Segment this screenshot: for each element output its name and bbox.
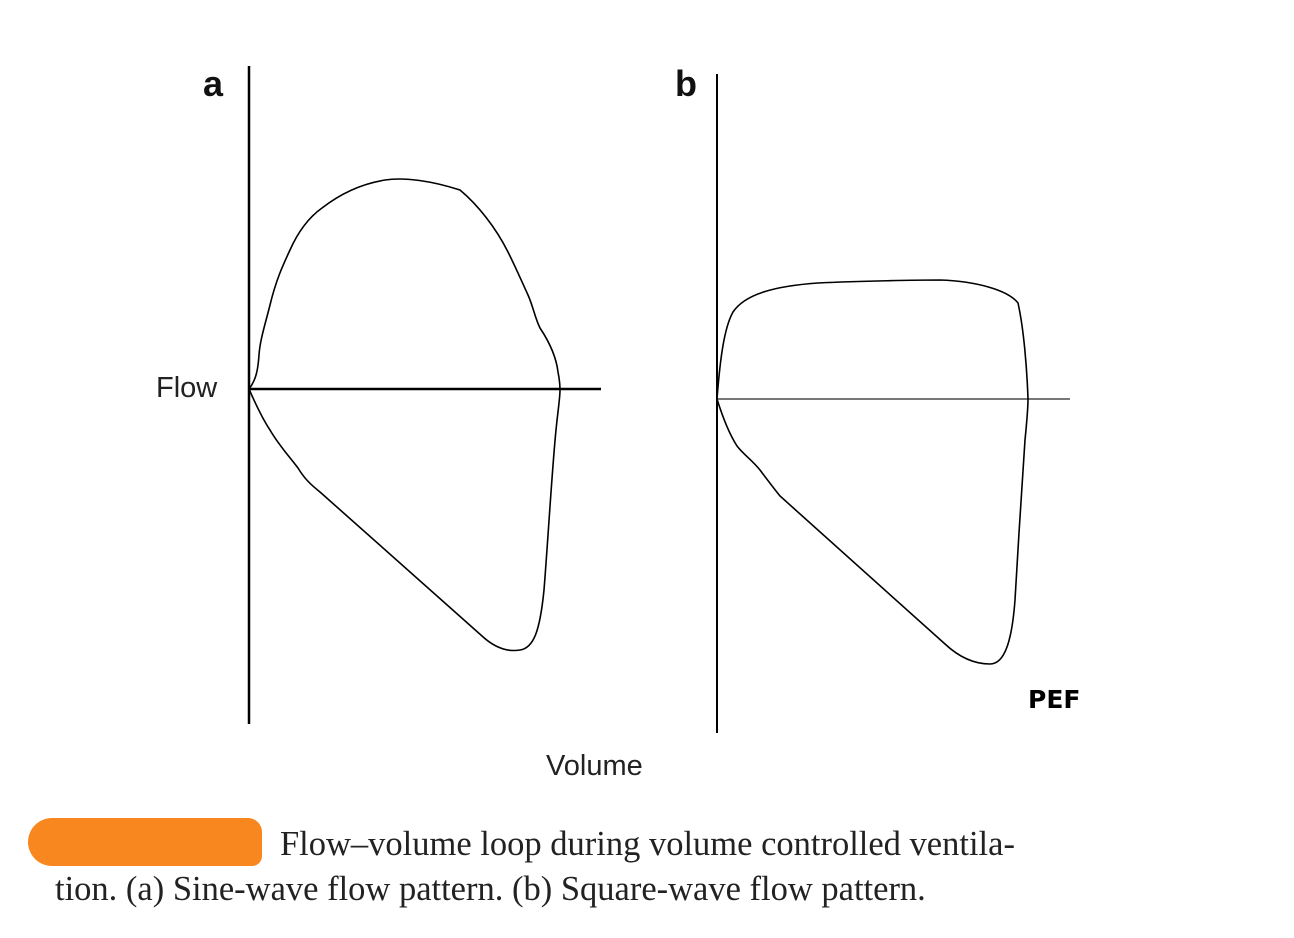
panel-a-inspiratory-curve	[248, 178, 561, 391]
panel-b: b PEF	[675, 63, 1080, 733]
panel-b-expiratory-curve	[716, 398, 1029, 665]
pef-label: PEF	[1028, 685, 1080, 714]
panel-b-letter: b	[675, 63, 697, 104]
panel-a-expiratory-curve	[248, 388, 561, 652]
panel-b-inspiratory-curve	[716, 279, 1029, 400]
caption-redaction-mark	[28, 818, 262, 866]
panel-a: a Flow	[156, 63, 601, 724]
flow-volume-figure: a Flow b PEF Volume	[156, 63, 1080, 782]
volume-axis-label: Volume	[546, 750, 643, 782]
figure-caption: Flow–volume loop during volume controlle…	[55, 822, 1235, 912]
flow-axis-label: Flow	[156, 372, 218, 404]
caption-line-2: tion. (a) Sine-wave flow pattern. (b) Sq…	[55, 870, 926, 908]
caption-line-1: Flow–volume loop during volume controlle…	[280, 825, 1015, 863]
panel-a-letter: a	[203, 63, 224, 104]
